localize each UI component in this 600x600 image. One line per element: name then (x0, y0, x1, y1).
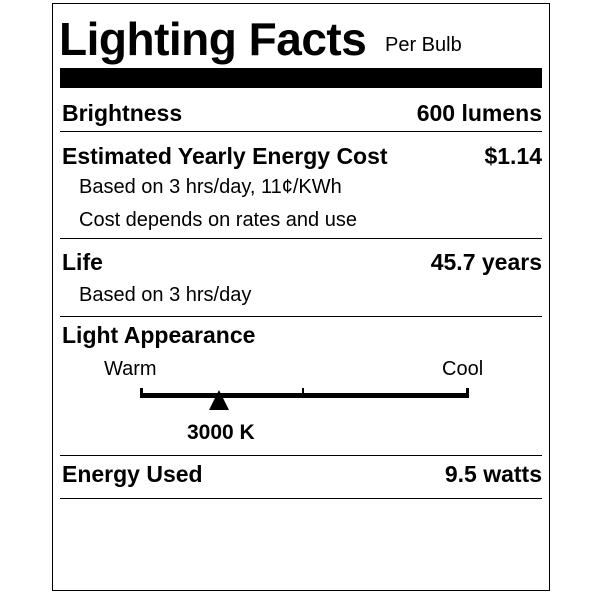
cost-value: $1.14 (484, 143, 542, 169)
cost-note-1: Based on 3 hrs/day, 11¢/KWh (79, 176, 342, 198)
life-label: Life (62, 249, 103, 275)
energy-label: Energy Used (62, 461, 203, 487)
brightness-label: Brightness (62, 100, 183, 126)
divider (60, 498, 542, 499)
scale-marker-triangle (208, 390, 229, 410)
life-note: Based on 3 hrs/day (79, 284, 252, 306)
divider (60, 455, 542, 456)
cost-note-2: Cost depends on rates and use (79, 209, 357, 231)
cost-label: Estimated Yearly Energy Cost (62, 143, 388, 169)
cool-label: Cool (442, 358, 484, 380)
divider (60, 131, 542, 132)
appearance-value: 3000 K (187, 421, 255, 444)
scale-tick (140, 388, 143, 398)
label-frame (52, 3, 550, 591)
title: Lighting Facts (59, 13, 367, 65)
color-temperature-scale (140, 393, 469, 398)
brightness-value: 600 lumens (416, 100, 542, 126)
subtitle: Per Bulb (385, 34, 462, 56)
warm-label: Warm (104, 358, 157, 380)
appearance-label: Light Appearance (62, 322, 256, 348)
header-bar (60, 68, 542, 88)
scale-tick (466, 388, 469, 398)
divider (60, 238, 542, 239)
life-value: 45.7 years (430, 249, 542, 275)
scale-tick (302, 388, 304, 398)
divider (60, 316, 542, 317)
energy-value: 9.5 watts (444, 461, 542, 487)
